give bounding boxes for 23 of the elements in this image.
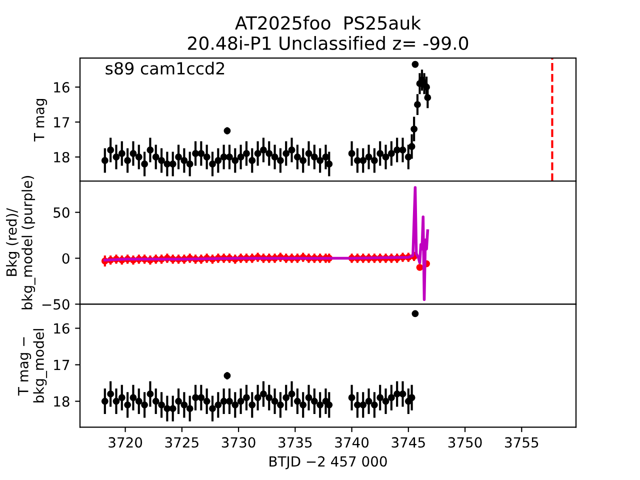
y-tick-label: 0: [62, 253, 70, 264]
y-tick-label: 17: [54, 117, 70, 128]
x-tick-label: 3720: [108, 437, 142, 448]
annotation: s89 cam1ccd2: [106, 62, 224, 75]
y-tick-label: 18: [54, 396, 70, 407]
x-tick-label: 3730: [222, 437, 256, 448]
y-tick-label: 16: [54, 323, 70, 334]
x-tick-label: 3750: [448, 437, 482, 448]
y-axis-title: Bkg (red)/ bkg_model (purple): [6, 176, 36, 310]
y-tick-label: −50: [42, 299, 70, 310]
x-tick-label: 3725: [165, 437, 198, 448]
y-tick-label: 18: [54, 152, 70, 162]
y-tick-label: 16: [54, 82, 70, 93]
y-axis-title: T mag − bkg_model: [18, 329, 48, 402]
x-tick-label: 3755: [505, 437, 538, 448]
y-tick-label: 50: [54, 207, 70, 218]
y-axis-title: T mag: [34, 98, 48, 142]
x-tick-label: 3735: [278, 437, 312, 448]
x-axis-title: BTJD −2 457 000: [270, 456, 387, 470]
y-tick-label: 17: [54, 360, 70, 370]
x-tick-label: 3740: [335, 437, 369, 448]
chart-title: AT2025foo PS25auk 20.48i-P1 Unclassified z= -99.0: [188, 16, 468, 50]
x-tick-label: 3745: [392, 437, 425, 448]
